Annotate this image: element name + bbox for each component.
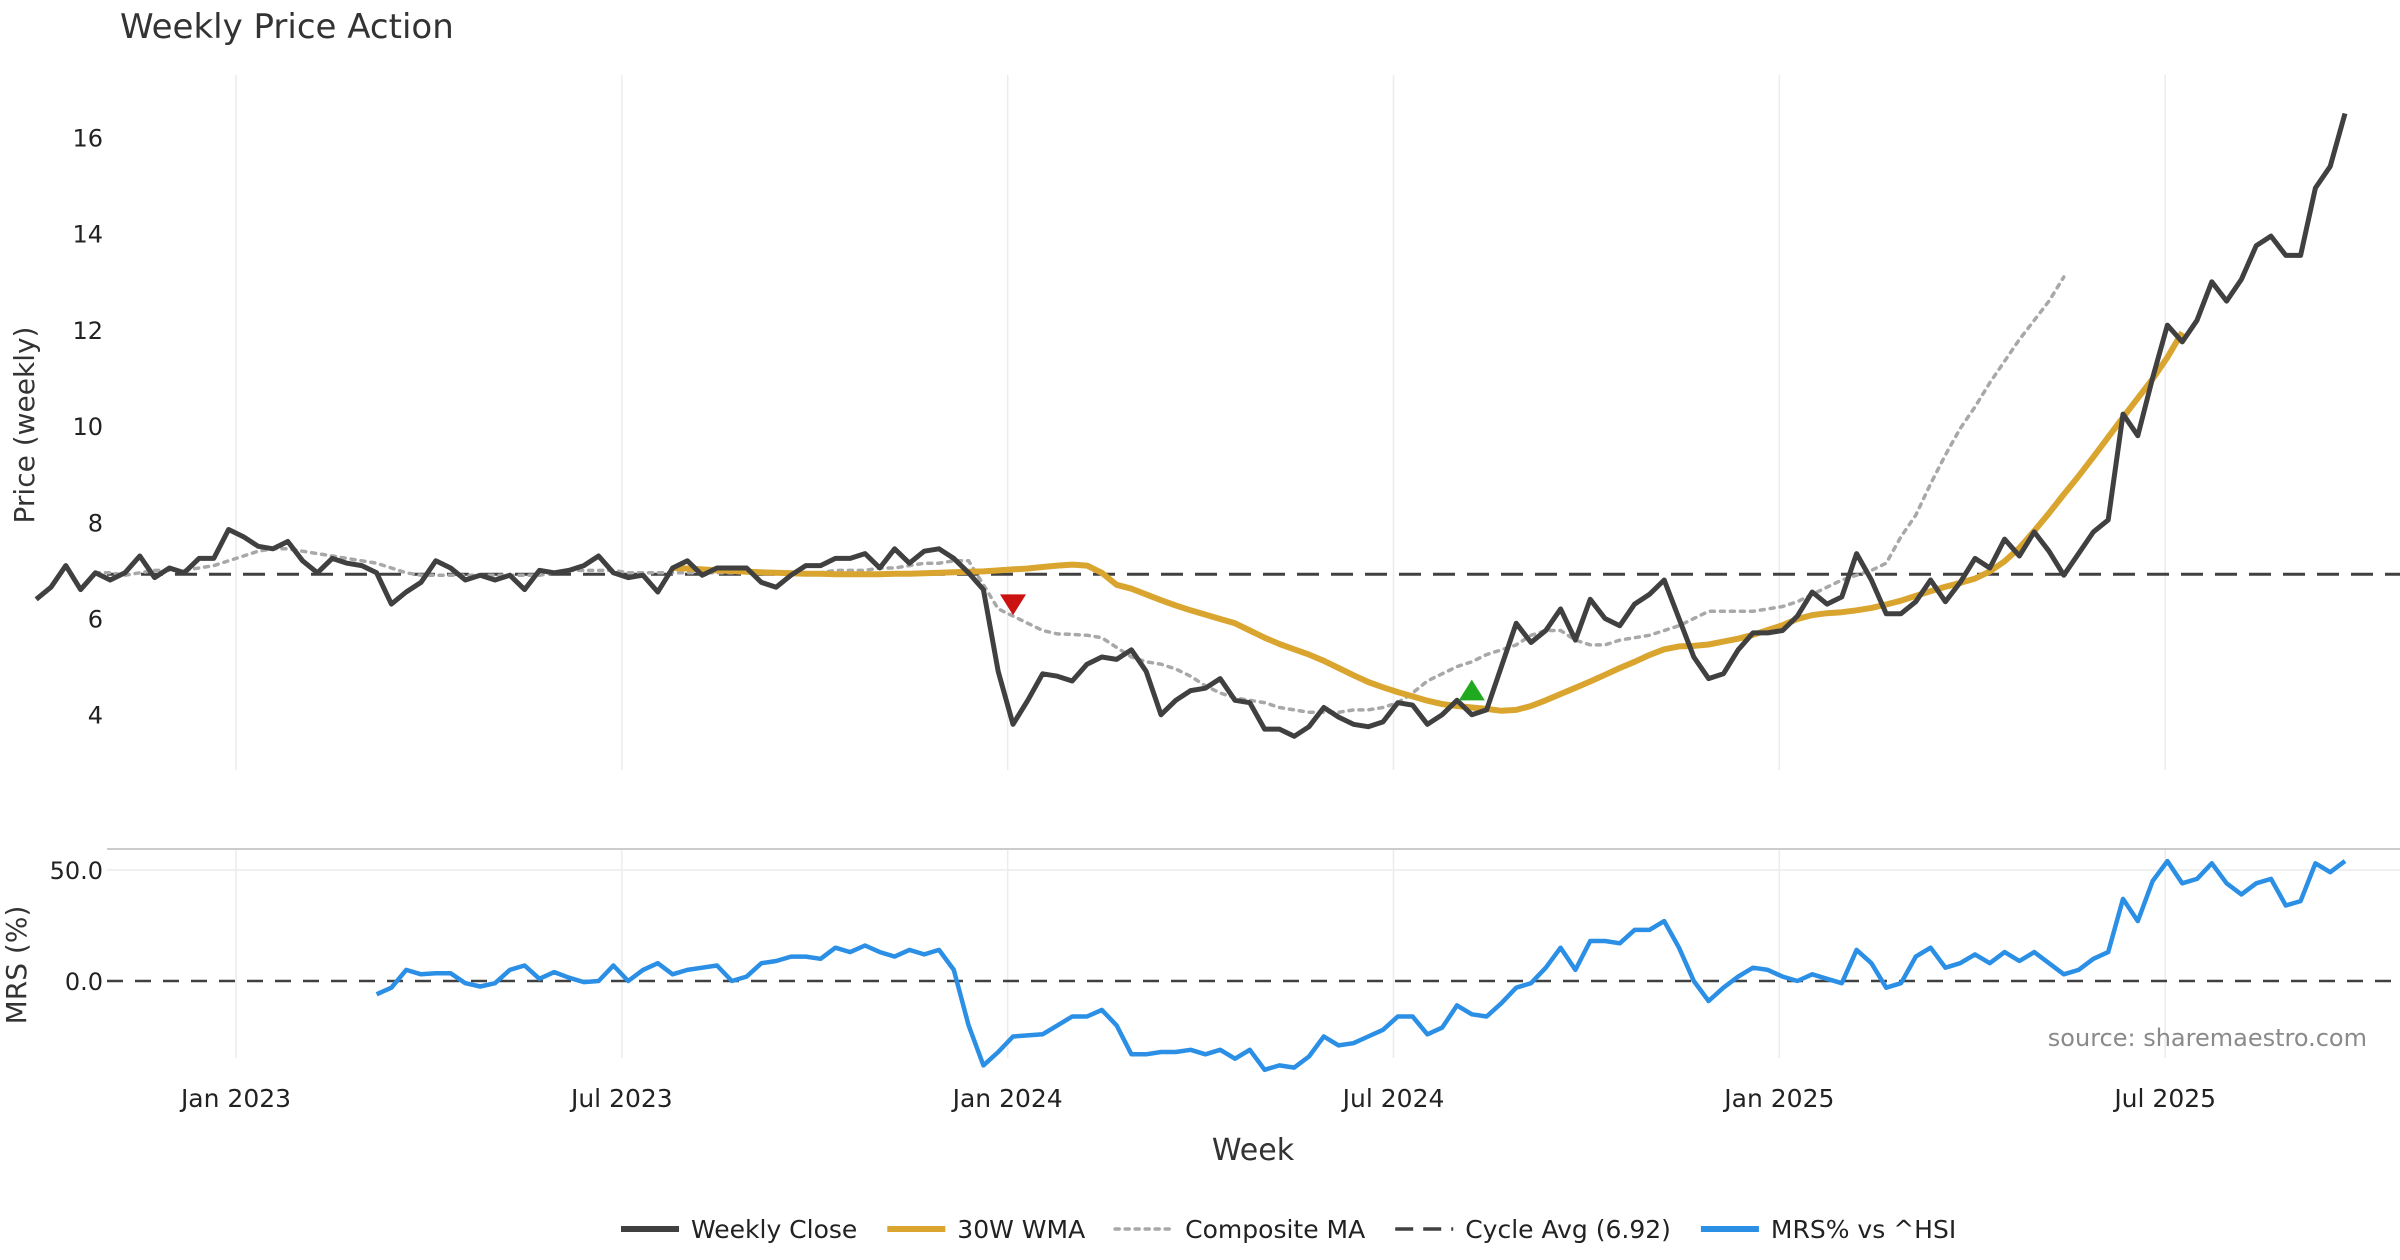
x-tick-label: Jul 2025 [2112,1084,2216,1113]
x-axis-label: Week [1212,1133,1295,1168]
price-panel: 4 6 8 10 12 14 16 Price (weekly) [8,75,2400,770]
legend-item: 30W WMA [887,1215,1085,1244]
price-grid [235,75,2166,770]
legend-label: Composite MA [1185,1215,1365,1244]
price-y-tick-label: 6 [88,605,103,633]
mrs-y-tick-label: 0.0 [65,968,103,996]
x-axis-ticks: Jan 2023 Jul 2023 Jan 2024 Jul 2024 Jan 2025… [179,1084,2216,1113]
legend-item: Composite MA [1113,1215,1365,1244]
source-annotation: source: sharemaestro.com [2048,1024,2367,1052]
price-y-tick-label: 10 [72,413,103,441]
mrs-panel: 50.0 0.0 MRS (%) source: sharemaestro.com [0,848,2400,1073]
mrs-y-ticks: 50.0 0.0 [50,857,103,996]
legend-label: MRS% vs ^HSI [1771,1215,1956,1244]
price-y-tick-label: 16 [72,125,103,153]
legend-label: 30W WMA [957,1215,1085,1244]
legend-item: Weekly Close [621,1215,857,1244]
signal-markers [1000,594,1485,701]
price-y-ticks: 4 6 8 10 12 14 16 [72,125,103,730]
x-tick-label: Jan 2025 [1722,1084,1834,1113]
legend-label: Weekly Close [691,1215,857,1244]
price-y-tick-label: 4 [88,702,103,730]
mrs-line [375,858,2347,1073]
x-tick-label: Jan 2024 [951,1084,1063,1113]
price-y-axis-label: Price (weekly) [8,327,41,524]
legend: Weekly Close 30W WMA Composite MA Cycle Avg… [621,1215,1956,1244]
price-y-tick-label: 14 [72,221,103,249]
legend-label: Cycle Avg (6.92) [1465,1215,1671,1244]
mrs-y-axis-label: MRS (%) [0,906,33,1025]
mrs-y-tick-label: 50.0 [50,857,103,885]
x-tick-label: Jul 2024 [1341,1084,1445,1113]
buy-signal-marker [1458,679,1485,701]
x-tick-label: Jan 2023 [179,1084,291,1113]
wma30-line [672,330,2185,714]
sell-signal-marker [1000,594,1026,616]
price-y-tick-label: 12 [72,317,103,345]
weekly-close-line [34,112,2348,739]
chart-title: Weekly Price Action [120,7,454,47]
x-tick-label: Jul 2023 [569,1084,673,1113]
legend-item: Cycle Avg (6.92) [1395,1215,1671,1244]
composite-ma-line [93,275,2066,715]
legend-item: MRS% vs ^HSI [1700,1215,1956,1244]
price-y-tick-label: 8 [88,509,103,537]
